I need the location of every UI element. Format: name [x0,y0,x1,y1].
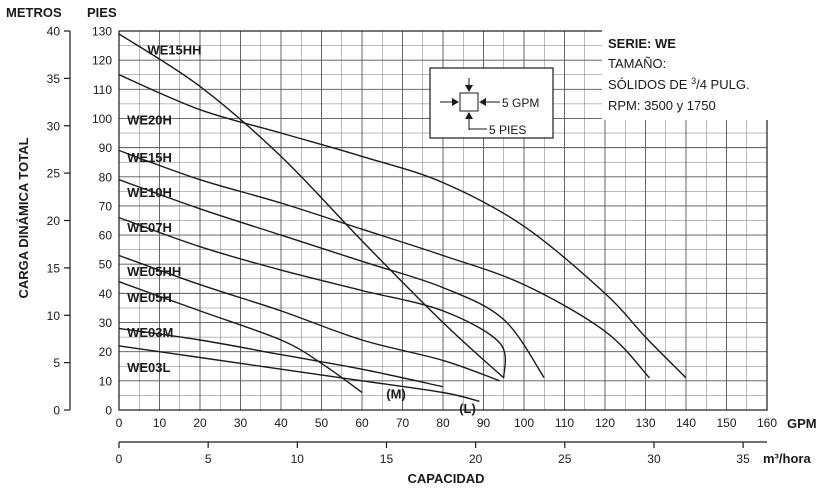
x-axis-gpm-ticks: 0 10 20 30 40 50 60 70 80 90 100 110 120 130 140 150 160 [116,416,778,430]
x-tick-gpm: 140 [676,416,696,430]
x-tick-m3: 15 [380,452,394,466]
x-axis-m3-unit: m³/hora [763,451,811,466]
x-tick-m3: 30 [647,452,661,466]
y-tick-pies: 20 [99,345,113,359]
x-tick-gpm: 100 [514,416,534,430]
y-tick-metros: 20 [47,214,61,228]
y-tick-pies: 100 [92,112,112,126]
x-tick-gpm: 80 [436,416,450,430]
y-axis-metros-ticks: 0 5 10 15 20 25 30 35 40 [47,25,71,418]
curve-label-we20h: WE20H [127,112,172,127]
x-tick-gpm: 160 [757,416,777,430]
info-box: SERIE: WE TAMAÑO: SÓLIDOS DE 3/4 PULG. R… [602,30,772,120]
curve-end-label-we03l: (L) [459,401,476,416]
curve-we20h [118,74,687,379]
info-size: TAMAÑO: [608,56,666,71]
y-tick-pies: 40 [99,287,113,301]
curve-end-label-we03m: (M) [386,386,406,401]
curve-label-we15h: WE15H [127,150,172,165]
info-series: SERIE: WE [608,36,676,51]
y-tick-metros: 40 [47,25,61,39]
y-tick-pies: 0 [105,404,112,418]
x-tick-m3: 0 [116,452,123,466]
y-tick-metros: 30 [47,119,61,133]
curve-label-we05h: WE05H [127,290,172,305]
y-tick-pies: 130 [92,25,112,39]
x-axis-m3-ticks: 0 5 10 15 20 25 30 35 [116,442,750,466]
y-tick-pies: 120 [92,54,112,68]
curve-label-we15hh: WE15HH [147,42,201,57]
y-tick-pies: 70 [99,199,113,213]
curve-label-we05hh: WE05HH [127,264,181,279]
x-tick-gpm: 150 [716,416,736,430]
curve-label-we10h: WE10H [127,185,172,200]
x-tick-gpm: 30 [234,416,248,430]
x-tick-gpm: 40 [274,416,288,430]
x-axis-gpm-unit: GPM [787,416,817,431]
y-tick-metros: 0 [53,404,60,418]
y-tick-pies: 90 [99,141,113,155]
y-tick-metros: 25 [47,167,61,181]
curve-we05h [118,281,363,394]
x-tick-m3: 25 [558,452,572,466]
scale-key: 5 GPM 5 PIES [429,67,554,139]
x-tick-gpm: 90 [477,416,491,430]
x-tick-gpm: 130 [635,416,655,430]
scale-key-gpm: 5 GPM [502,96,539,110]
y-axis-title: CARGA DINÁMICA TOTAL [16,137,31,298]
x-tick-gpm: 110 [555,416,574,430]
y-axis-pies-title: PIES [87,5,117,20]
curve-we03l [118,345,480,402]
info-rpm: RPM: 3500 y 1750 [608,98,716,113]
info-solids: SÓLIDOS DE 3/4 PULG. [608,76,750,92]
plot-frame [118,30,768,411]
pump-curves [118,33,687,402]
curve-we07h [118,216,506,378]
x-tick-gpm: 120 [595,416,615,430]
curve-we10h [118,179,545,379]
arrow-left-icon [479,98,486,106]
y-tick-pies: 30 [99,316,113,330]
curve-label-we07h: WE07H [127,220,172,235]
y-tick-metros: 35 [47,72,61,86]
x-tick-gpm: 20 [193,416,207,430]
x-tick-gpm: 0 [116,416,123,430]
y-axis-metros-title: METROS [6,5,62,20]
x-tick-m3: 20 [469,452,483,466]
x-tick-m3: 5 [205,452,212,466]
curve-we15h [118,149,651,379]
y-tick-pies: 50 [99,258,113,272]
curve-label-we03m: WE03M [127,325,173,340]
x-tick-gpm: 60 [355,416,369,430]
arrow-right-icon [452,98,459,106]
curve-we03m [118,327,444,388]
y-tick-pies: 10 [99,374,113,388]
y-tick-metros: 10 [47,309,61,323]
curve-we05hh [118,254,500,382]
y-tick-metros: 15 [47,261,61,275]
x-tick-gpm: 10 [153,416,167,430]
curve-we15hh [118,33,505,379]
x-tick-gpm: 50 [315,416,329,430]
arrow-up-icon [465,112,473,119]
curve-labels: WE15HH WE20H WE15H WE10H WE07H WE05HH WE05H WE0… [127,42,476,416]
y-tick-pies: 80 [99,170,113,184]
arrow-down-icon [465,85,473,92]
x-axis-title: CAPACIDAD [407,471,484,486]
x-tick-m3: 10 [291,452,305,466]
scale-key-square [459,92,479,112]
y-axis-pies-ticks: 0 10 20 30 40 50 60 70 80 90 100 110 120 130 [92,25,112,418]
curve-label-we03l: WE03L [127,360,170,375]
y-tick-metros: 5 [53,356,60,370]
y-tick-pies: 60 [99,229,113,243]
x-tick-gpm: 70 [396,416,410,430]
y-tick-pies: 110 [93,83,112,97]
scale-key-pies: 5 PIES [489,123,526,137]
x-tick-m3: 35 [736,452,750,466]
